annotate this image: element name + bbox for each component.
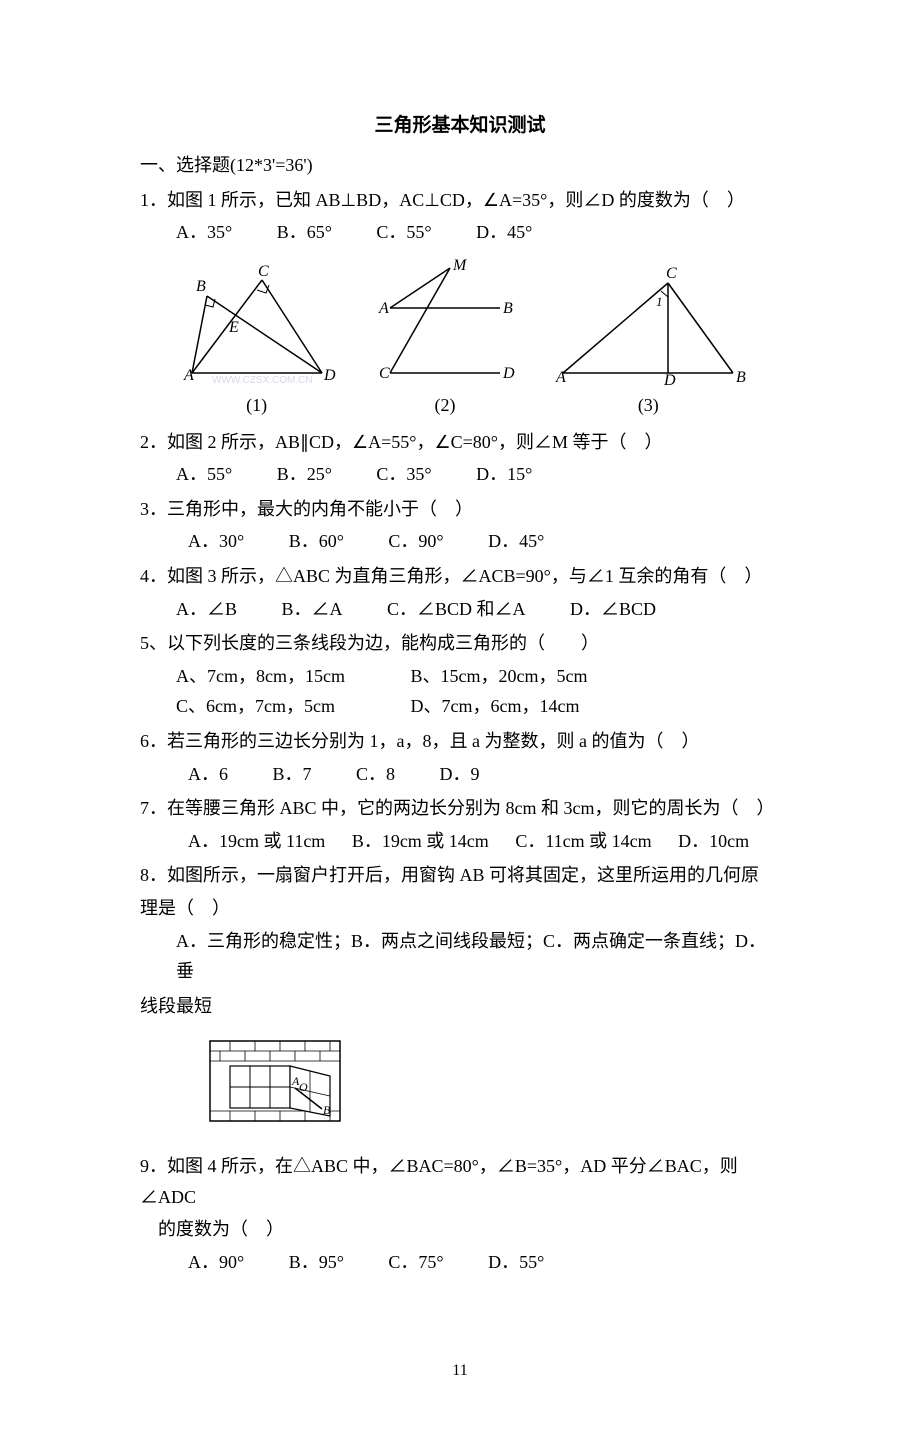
q3-opt-c: C．90° (388, 526, 443, 557)
figure-2-label: (2) (434, 390, 455, 421)
question-6: 6．若三角形的三边长分别为 1，a，8，且 a 为整数，则 a 的值为（ ） A… (140, 726, 780, 789)
q5-options: A、7cm，8cm，15cm B、15cm，20cm，5cm C、6cm，7cm… (140, 661, 780, 722)
q6-opt-c: C．8 (356, 759, 395, 790)
q2-opt-c: C．35° (376, 459, 431, 490)
question-9: 9．如图 4 所示，在△ABC 中，∠BAC=80°，∠B=35°，AD 平分∠… (140, 1151, 780, 1277)
svg-text:A: A (555, 369, 566, 386)
q5-opt-d: D、7cm，6cm，14cm (411, 696, 580, 716)
figure-window-svg: A O B (200, 1031, 360, 1131)
q4-opt-c: C．∠BCD 和∠A (387, 594, 526, 625)
question-4: 4．如图 3 所示，△ABC 为直角三角形，∠ACB=90°，与∠1 互余的角有… (140, 561, 780, 624)
q7-text: 7．在等腰三角形 ABC 中，它的两边长分别为 8cm 和 3cm，则它的周长为… (140, 793, 780, 824)
q2-opt-a: A．55° (176, 459, 232, 490)
q4-opt-a: A．∠B (176, 594, 237, 625)
svg-text:D: D (502, 365, 515, 382)
q8-options-1: A．三角形的稳定性；B．两点之间线段最短；C．两点确定一条直线；D．垂 (140, 926, 780, 987)
svg-text:C: C (258, 263, 269, 280)
question-7: 7．在等腰三角形 ABC 中，它的两边长分别为 8cm 和 3cm，则它的周长为… (140, 793, 780, 856)
q6-text: 6．若三角形的三边长分别为 1，a，8，且 a 为整数，则 a 的值为（ ） (140, 726, 780, 757)
q8-text-1: 8．如图所示，一扇窗户打开后，用窗钩 AB 可将其固定，这里所运用的几何原 (140, 860, 780, 891)
q8-text-2: 理是（ ） (140, 893, 780, 924)
svg-text:A: A (378, 300, 389, 317)
q1-opt-a: A．35° (176, 217, 232, 248)
figure-1-svg: A B C D E WWW.CZSX.COM.CN (172, 258, 342, 388)
question-1: 1．如图 1 所示，已知 AB⊥BD，AC⊥CD，∠A=35°，则∠D 的度数为… (140, 185, 780, 248)
svg-text:M: M (452, 258, 468, 274)
svg-text:C: C (666, 265, 677, 282)
svg-text:C: C (379, 365, 390, 382)
figure-2-svg: A B C D M (365, 258, 525, 388)
figure-2: A B C D M (2) (365, 258, 525, 421)
q2-opt-d: D．15° (476, 459, 532, 490)
question-3: 3．三角形中，最大的内角不能小于（ ） A．30° B．60° C．90° D．… (140, 494, 780, 557)
q4-options: A．∠B B．∠A C．∠BCD 和∠A D．∠BCD (140, 594, 780, 625)
q5-opt-a: A、7cm，8cm，15cm (176, 661, 406, 692)
q9-opt-d: D．55° (488, 1247, 544, 1278)
q9-text-1: 9．如图 4 所示，在△ABC 中，∠BAC=80°，∠B=35°，AD 平分∠… (140, 1151, 780, 1212)
q6-opt-a: A．6 (188, 759, 228, 790)
q8-options-2: 线段最短 (140, 991, 780, 1022)
figures-row-1: A B C D E WWW.CZSX.COM.CN (1) A B C D M … (160, 258, 760, 421)
q3-opt-d: D．45° (488, 526, 544, 557)
svg-text:WWW.CZSX.COM.CN: WWW.CZSX.COM.CN (212, 375, 313, 386)
figure-window: A O B (200, 1031, 780, 1141)
figure-1-label: (1) (246, 390, 267, 421)
q4-text: 4．如图 3 所示，△ABC 为直角三角形，∠ACB=90°，与∠1 互余的角有… (140, 561, 780, 592)
q1-opt-b: B．65° (277, 217, 332, 248)
q1-options: A．35° B．65° C．55° D．45° (140, 217, 780, 248)
q9-opt-b: B．95° (289, 1247, 344, 1278)
q5-text: 5、以下列长度的三条线段为边，能构成三角形的（ ） (140, 628, 780, 659)
q3-options: A．30° B．60° C．90° D．45° (140, 526, 780, 557)
q1-opt-d: D．45° (476, 217, 532, 248)
q4-opt-d: D．∠BCD (570, 594, 656, 625)
q6-options: A．6 B．7 C．8 D．9 (140, 759, 780, 790)
q9-opt-a: A．90° (188, 1247, 244, 1278)
q2-opt-b: B．25° (277, 459, 332, 490)
q7-opt-a: A．19cm 或 11cm (188, 826, 325, 857)
q9-opt-c: C．75° (388, 1247, 443, 1278)
svg-text:D: D (323, 367, 336, 384)
q9-options: A．90° B．95° C．75° D．55° (140, 1247, 780, 1278)
q3-opt-a: A．30° (188, 526, 244, 557)
figure-3-svg: C A D B 1 (548, 258, 748, 388)
q5-opt-c: C、6cm，7cm，5cm (176, 691, 406, 722)
q2-options: A．55° B．25° C．35° D．15° (140, 459, 780, 490)
svg-text:1: 1 (656, 294, 663, 309)
q3-text: 3．三角形中，最大的内角不能小于（ ） (140, 494, 780, 525)
figure-3: C A D B 1 (3) (548, 258, 748, 421)
q6-opt-d: D．9 (440, 759, 480, 790)
question-5: 5、以下列长度的三条线段为边，能构成三角形的（ ） A、7cm，8cm，15cm… (140, 628, 780, 722)
q2-text: 2．如图 2 所示，AB∥CD，∠A=55°，∠C=80°，则∠M 等于（ ） (140, 427, 780, 458)
figure-3-label: (3) (638, 390, 659, 421)
svg-text:D: D (663, 372, 676, 388)
svg-text:O: O (299, 1080, 308, 1094)
q9-text-2: 的度数为（ ） (140, 1214, 780, 1245)
page-number: 11 (140, 1357, 780, 1384)
section-1-header: 一、选择题(12*3'=36') (140, 150, 780, 181)
q7-opt-d: D．10cm (678, 831, 749, 851)
q1-opt-c: C．55° (376, 217, 431, 248)
q6-opt-b: B．7 (273, 759, 312, 790)
question-2: 2．如图 2 所示，AB∥CD，∠A=55°，∠C=80°，则∠M 等于（ ） … (140, 427, 780, 490)
q3-opt-b: B．60° (289, 526, 344, 557)
q4-opt-b: B．∠A (282, 594, 343, 625)
q7-opt-b: B．19cm 或 14cm (352, 826, 489, 857)
figure-1: A B C D E WWW.CZSX.COM.CN (1) (172, 258, 342, 421)
svg-text:B: B (503, 300, 513, 317)
svg-text:B: B (736, 369, 746, 386)
question-8: 8．如图所示，一扇窗户打开后，用窗钩 AB 可将其固定，这里所运用的几何原 理是… (140, 860, 780, 1021)
svg-text:B: B (196, 278, 206, 295)
svg-text:A: A (183, 367, 194, 384)
svg-text:B: B (323, 1103, 331, 1117)
q7-options: A．19cm 或 11cm B．19cm 或 14cm C．11cm 或 14c… (140, 826, 780, 857)
page-title: 三角形基本知识测试 (140, 110, 780, 142)
q5-opt-b: B、15cm，20cm，5cm (411, 666, 588, 686)
q1-text: 1．如图 1 所示，已知 AB⊥BD，AC⊥CD，∠A=35°，则∠D 的度数为… (140, 185, 780, 216)
q7-opt-c: C．11cm 或 14cm (515, 826, 651, 857)
svg-text:E: E (228, 319, 239, 336)
